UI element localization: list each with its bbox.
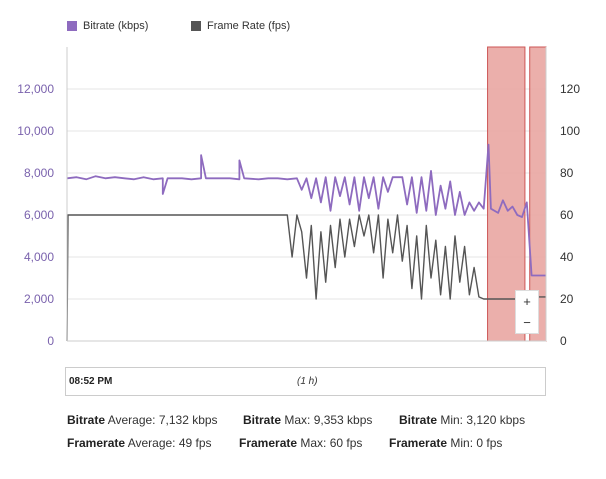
timeline-start: 08:52 PM — [69, 376, 113, 387]
framerate-min: Framerate Min: 0 fps — [389, 436, 502, 450]
framerate-max: Framerate Max: 60 fps — [239, 436, 362, 450]
legend-framerate-label: Frame Rate (fps) — [207, 20, 291, 32]
legend-framerate[interactable]: Frame Rate (fps) — [191, 20, 290, 32]
framerate-min-value: Min: 0 fps — [447, 436, 503, 450]
y-left-tick-label: 12,000 — [17, 82, 54, 96]
y-right-tick-label: 60 — [560, 208, 574, 222]
bitrate-label: Bitrate — [67, 413, 106, 427]
legend-bitrate-label: Bitrate (kbps) — [83, 20, 149, 32]
legend-framerate-swatch — [191, 21, 201, 31]
y-left-tick-label: 2,000 — [24, 292, 54, 306]
y-left-tick-label: 10,000 — [17, 124, 54, 138]
y-right-tick-label: 100 — [560, 124, 580, 138]
framerate-average: Framerate Average: 49 fps — [67, 436, 212, 450]
bitrate-max-value: Max: 9,353 kbps — [281, 413, 373, 427]
bitrate-max: Bitrate Max: 9,353 kbps — [243, 413, 372, 427]
y-left-tick-label: 0 — [47, 334, 54, 348]
y-right-tick-label: 0 — [560, 334, 567, 348]
bitrate-min-value: Min: 3,120 kbps — [437, 413, 526, 427]
legend-bitrate[interactable]: Bitrate (kbps) — [67, 20, 148, 32]
bitrate-average: Bitrate Average: 7,132 kbps — [67, 413, 218, 427]
timeline-navigator[interactable]: 08:52 PM (1 h) — [65, 367, 546, 396]
framerate-max-value: Max: 60 fps — [297, 436, 363, 450]
framerate-label: Framerate — [67, 436, 126, 450]
framerate-label: Framerate — [239, 436, 298, 450]
y-right-tick-label: 20 — [560, 292, 574, 306]
framerate-average-value: Average: 49 fps — [125, 436, 212, 450]
framerate-line — [66, 214, 546, 342]
zoom-control: + − — [515, 290, 539, 334]
legend-bitrate-swatch — [67, 21, 77, 31]
y-right-tick-label: 120 — [560, 82, 580, 96]
bitrate-line — [66, 143, 546, 277]
timeline-span: (1 h) — [297, 376, 318, 387]
bitrate-min: Bitrate Min: 3,120 kbps — [399, 413, 525, 427]
zoom-out-button[interactable]: − — [523, 315, 531, 330]
bitrate-average-value: Average: 7,132 kbps — [105, 413, 218, 427]
y-left-tick-label: 4,000 — [24, 250, 54, 264]
y-left-tick-label: 8,000 — [24, 166, 54, 180]
y-right-tick-label: 80 — [560, 166, 574, 180]
bitrate-label: Bitrate — [399, 413, 438, 427]
bitrate-label: Bitrate — [243, 413, 282, 427]
framerate-label: Framerate — [389, 436, 448, 450]
zoom-in-button[interactable]: + — [523, 294, 531, 309]
y-left-tick-label: 6,000 — [24, 208, 54, 222]
y-right-tick-label: 40 — [560, 250, 574, 264]
